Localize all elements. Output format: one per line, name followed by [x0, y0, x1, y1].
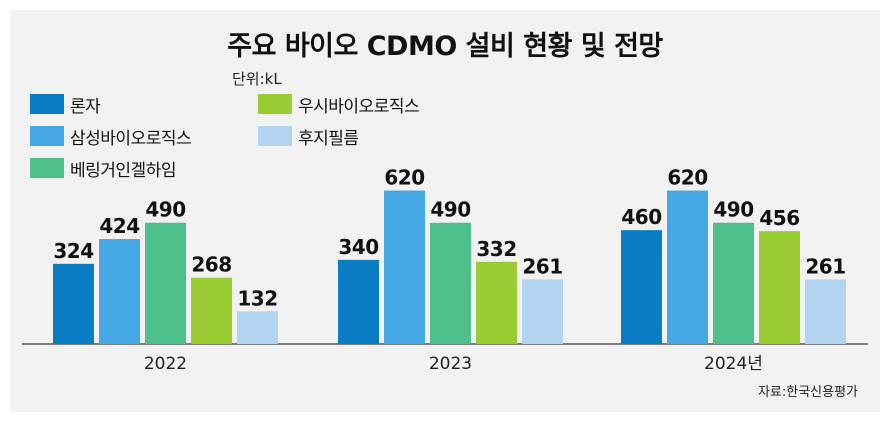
bar-fujifilm-0 — [237, 311, 278, 344]
bar-chart-plot: 3244244902681322022340620490332261202346… — [22, 166, 868, 374]
data-label-samsung-1: 620 — [384, 166, 424, 190]
bar-samsung-0 — [99, 239, 140, 344]
source-note: 자료:한국신용평가 — [757, 385, 858, 400]
data-label-wuxi-0: 268 — [191, 253, 231, 277]
chart-frame: 주요 바이오 CDMO 설비 현황 및 전망 단위:kL 론자 삼성바이오로직스… — [10, 10, 880, 412]
bar-fujifilm-1 — [522, 279, 563, 344]
legend-item-lonza: 론자 — [30, 90, 101, 118]
bar-boehringer-0 — [145, 222, 186, 344]
legend-item-fujifilm: 후지필름 — [258, 122, 359, 150]
bar-wuxi-0 — [191, 277, 232, 344]
bar-lonza-1 — [338, 259, 379, 344]
legend-item-boehringer: 베링거인겔하임 — [30, 154, 176, 182]
bar-boehringer-1 — [430, 222, 471, 344]
legend-item-wuxi: 우시바이오로직스 — [258, 90, 420, 118]
data-label-fujifilm-2: 261 — [805, 254, 845, 278]
legend-swatch-fujifilm — [258, 126, 292, 146]
bar-lonza-2 — [621, 230, 662, 344]
legend-item-samsung: 삼성바이오로직스 — [30, 122, 192, 150]
data-label-fujifilm-0: 132 — [237, 286, 277, 310]
x-tick-label-1: 2023 — [429, 354, 472, 374]
data-label-wuxi-2: 456 — [759, 206, 799, 230]
bar-wuxi-1 — [476, 261, 517, 344]
legend-label-lonza: 론자 — [70, 96, 101, 117]
legend-label-samsung: 삼성바이오로직스 — [70, 128, 192, 149]
data-label-lonza-1: 340 — [338, 235, 378, 259]
unit-label: 단위:kL — [232, 70, 282, 88]
data-label-samsung-2: 620 — [667, 166, 707, 190]
legend-swatch-lonza — [30, 94, 64, 114]
data-label-fujifilm-1: 261 — [522, 254, 562, 278]
bar-wuxi-2 — [759, 231, 800, 344]
legend-label-boehringer: 베링거인겔하임 — [70, 160, 176, 181]
data-label-boehringer-2: 490 — [713, 198, 753, 222]
data-label-lonza-0: 324 — [53, 239, 93, 263]
bar-boehringer-2 — [713, 222, 754, 344]
bar-samsung-1 — [384, 190, 425, 344]
legend-label-wuxi: 우시바이오로직스 — [298, 96, 420, 117]
data-label-boehringer-0: 490 — [145, 198, 185, 222]
x-tick-label-2: 2024년 — [704, 354, 763, 374]
bar-samsung-2 — [667, 190, 708, 344]
legend-swatch-boehringer — [30, 158, 64, 178]
bar-fujifilm-2 — [805, 279, 846, 344]
data-label-samsung-0: 424 — [99, 214, 139, 238]
data-label-lonza-2: 460 — [621, 205, 661, 229]
x-tick-label-0: 2022 — [144, 354, 187, 374]
legend-label-fujifilm: 후지필름 — [298, 128, 359, 149]
data-label-boehringer-1: 490 — [430, 198, 470, 222]
legend-swatch-samsung — [30, 126, 64, 146]
bar-lonza-0 — [53, 263, 94, 344]
data-label-wuxi-1: 332 — [476, 237, 516, 261]
chart-title: 주요 바이오 CDMO 설비 현황 및 전망 — [227, 31, 663, 62]
legend-swatch-wuxi — [258, 94, 292, 114]
